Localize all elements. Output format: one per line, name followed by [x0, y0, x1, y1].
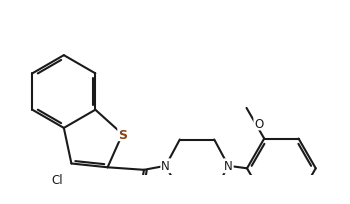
Text: N: N [224, 160, 233, 172]
Text: N: N [161, 160, 170, 172]
Text: Cl: Cl [51, 173, 63, 186]
Text: S: S [118, 128, 127, 141]
Text: O: O [254, 117, 263, 130]
